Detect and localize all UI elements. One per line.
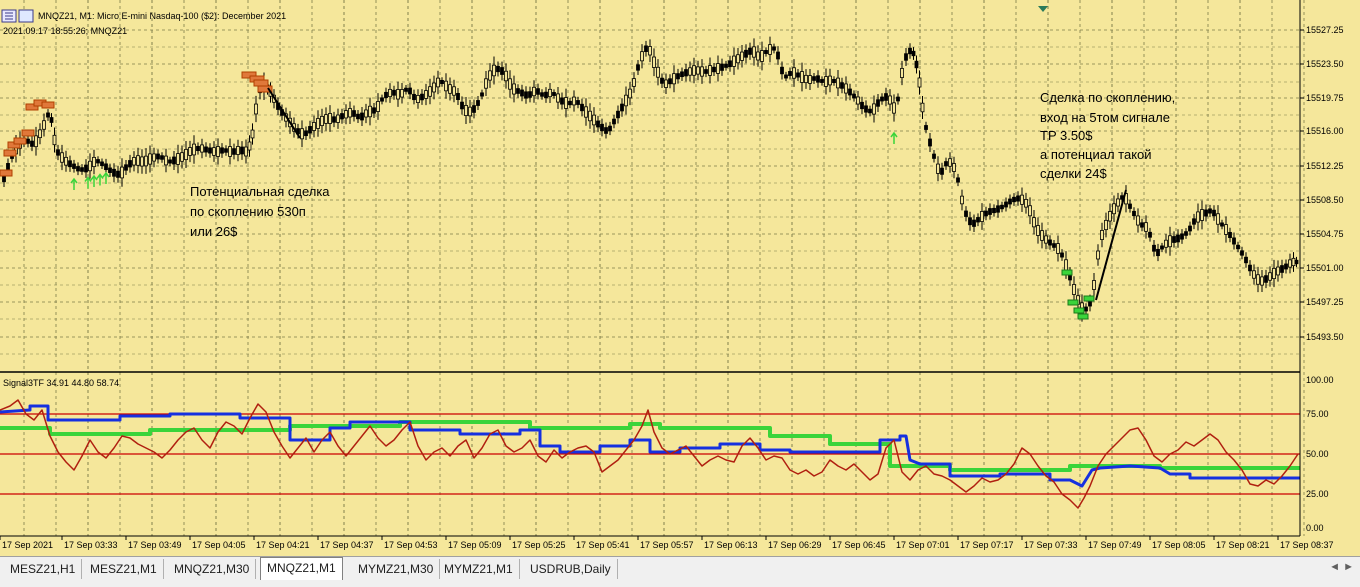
time-axis: 17 Sep 2021 17 Sep 03:33 17 Sep 03:49 17 Se…: [0, 536, 1334, 550]
price-tick-label: 15527.25: [1306, 25, 1344, 35]
time-tick-label: 17 Sep 08:21: [1216, 540, 1270, 550]
time-tick-label: 17 Sep 03:49: [128, 540, 182, 550]
chart-background: [0, 0, 1360, 556]
time-tick-label: 17 Sep 07:33: [1024, 540, 1078, 550]
tab-mymz21-m1[interactable]: MYMZ21,M1: [438, 559, 520, 579]
price-tick-label: 15512.25: [1306, 161, 1344, 171]
time-tick-label: 17 Sep 04:53: [384, 540, 438, 550]
chart-type-icon[interactable]: [18, 9, 34, 23]
osc-tick-label: 25.00: [1306, 489, 1329, 499]
time-tick-label: 17 Sep 08:05: [1152, 540, 1206, 550]
oscillator-panel: [0, 399, 1300, 509]
tab-mesz21-m1[interactable]: MESZ21,M1: [84, 559, 164, 579]
tab-mymz21-m30[interactable]: MYMZ21,M30: [352, 559, 441, 579]
price-tick-label: 15504.75: [1306, 229, 1344, 239]
price-tick-label: 15508.50: [1306, 195, 1344, 205]
time-tick-label: 17 Sep 05:41: [576, 540, 630, 550]
price-tick-label: 15523.50: [1306, 59, 1344, 69]
price-tick-label: 15501.00: [1306, 263, 1344, 273]
price-tick-label: 15497.25: [1306, 297, 1344, 307]
annotation-left-line-1: Потенциальная сделка: [190, 184, 330, 199]
time-tick-label: 17 Sep 07:49: [1088, 540, 1142, 550]
oscillator-label: Signal3TF 34.91 44.80 58.74: [3, 378, 119, 388]
timestamp-line: 2021.09.17 18:55:26; MNQZ21: [3, 26, 127, 36]
time-tick-label: 17 Sep 05:25: [512, 540, 566, 550]
osc-tick-label: 75.00: [1306, 409, 1329, 419]
trendline-1[interactable]: [267, 87, 301, 139]
time-tick-label: 17 Sep 04:21: [256, 540, 310, 550]
annotation-right-line-4: а потенциал такой: [1040, 147, 1152, 162]
osc-tick-label: 100.00: [1306, 375, 1334, 385]
annotation-left-line-2: по скоплению 530п: [190, 204, 306, 219]
time-tick-label: 17 Sep 05:09: [448, 540, 502, 550]
price-tick-label: 15519.75: [1306, 93, 1344, 103]
annotation-left-line-3: или 26$: [190, 224, 238, 239]
time-tick-label: 17 Sep 2021: [2, 540, 53, 550]
price-axis: 15527.25 15523.50 15519.75 15516.00 15512.25…: [1300, 25, 1344, 342]
oscillator-axis: 100.00 75.00 50.00 25.00 0.00: [1306, 375, 1334, 533]
chart-shift-marker[interactable]: [1038, 6, 1048, 12]
price-candles: [2, 36, 1299, 322]
window-title: MNQZ21, M1: Micro E-mini Nasdaq-100 ($2)…: [38, 11, 286, 21]
tab-mnqz21-m30[interactable]: MNQZ21,M30: [168, 559, 257, 579]
time-tick-label: 17 Sep 07:01: [896, 540, 950, 550]
time-tick-label: 17 Sep 05:57: [640, 540, 694, 550]
time-tick-label: 17 Sep 04:37: [320, 540, 374, 550]
time-tick-label: 17 Sep 04:05: [192, 540, 246, 550]
osc-tick-label: 50.00: [1306, 449, 1329, 459]
annotation-right-line-2: вход на 5том сигнале: [1040, 110, 1170, 125]
time-tick-label: 17 Sep 07:17: [960, 540, 1014, 550]
time-tick-label: 17 Sep 03:33: [64, 540, 118, 550]
annotation-right-line-3: TP 3.50$: [1040, 128, 1093, 143]
price-tick-label: 15493.50: [1306, 332, 1344, 342]
signal-markers: [0, 71, 1095, 320]
chart-tabs-bar: MESZ21,H1 MESZ21,M1 MNQZ21,M30 MNQZ21,M1 MYM…: [0, 556, 1360, 587]
chart-canvas[interactable]: 15527.25 15523.50 15519.75 15516.00 15512.25…: [0, 0, 1360, 556]
time-tick-label: 17 Sep 06:45: [832, 540, 886, 550]
tab-mnqz21-m1[interactable]: MNQZ21,M1: [260, 557, 343, 580]
time-tick-label: 17 Sep 08:37: [1280, 540, 1334, 550]
tab-scroll-arrows[interactable]: ◄ ►: [1329, 561, 1354, 573]
time-tick-label: 17 Sep 06:29: [768, 540, 822, 550]
price-tick-label: 15516.00: [1306, 126, 1344, 136]
time-tick-label: 17 Sep 06:13: [704, 540, 758, 550]
osc-tick-label: 0.00: [1306, 523, 1324, 533]
annotation-right-line-5: сделки 24$: [1040, 166, 1107, 181]
trendline-2[interactable]: [1095, 189, 1127, 301]
tab-usdrub-daily[interactable]: USDRUB,Daily: [524, 559, 618, 579]
annotation-right-line-1: Сделка по скоплению,: [1040, 90, 1175, 105]
tab-mesz21-h1[interactable]: MESZ21,H1: [4, 559, 83, 579]
